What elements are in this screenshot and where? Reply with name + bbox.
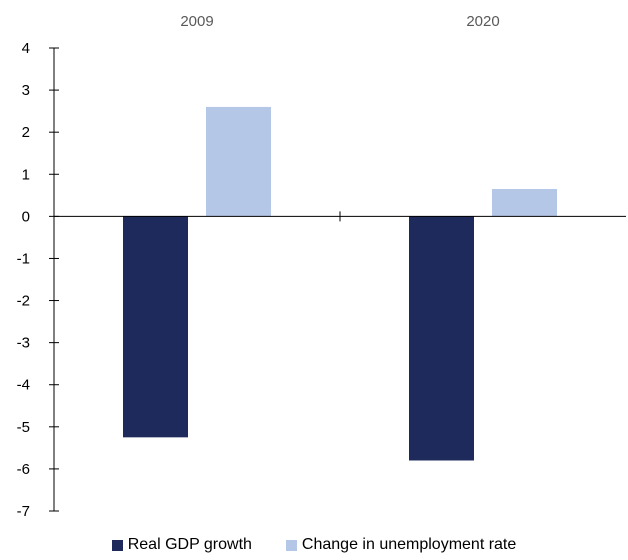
legend-item: Change in unemployment rate (285, 536, 517, 554)
y-tick-label: 0 (22, 208, 30, 225)
legend: Real GDP growth Change in unemployment ra… (0, 536, 628, 554)
y-tick-label: -3 (17, 335, 30, 352)
bar-change-in-unemployment-rate-2009 (206, 106, 271, 217)
bar-real-gdp-growth-2009 (123, 216, 188, 438)
bars (123, 106, 557, 461)
y-tick-label: -2 (17, 293, 30, 310)
y-tick-label: -1 (17, 250, 30, 267)
legend-label: Real GDP growth (127, 536, 252, 553)
y-tick-label: -7 (17, 503, 30, 520)
bar-chart: -7 -6 -5 -4 -3 -2 -1 0 1 2 3 4 2009 2020 (17, 13, 626, 520)
legend-swatch (111, 539, 123, 551)
y-tick-label: 4 (22, 40, 30, 57)
legend-swatch (285, 539, 297, 551)
y-tick-label: 3 (22, 82, 30, 99)
y-tick-label: 1 (22, 166, 30, 183)
y-tick-label: -6 (17, 461, 30, 478)
legend-label: Change in unemployment rate (301, 536, 517, 553)
y-tick-label: -5 (17, 419, 30, 436)
bar-real-gdp-growth-2020 (409, 216, 474, 461)
category-label: 2009 (180, 13, 213, 30)
category-label: 2020 (466, 13, 499, 30)
legend-item: Real GDP growth (111, 536, 252, 554)
y-axis: -7 -6 -5 -4 -3 -2 -1 0 1 2 3 4 (17, 40, 59, 520)
bar-change-in-unemployment-rate-2020 (492, 189, 557, 217)
category-labels: 2009 2020 (180, 13, 499, 30)
x-axis (54, 211, 626, 222)
y-tick-label: -4 (17, 377, 30, 394)
y-tick-label: 2 (22, 124, 30, 141)
